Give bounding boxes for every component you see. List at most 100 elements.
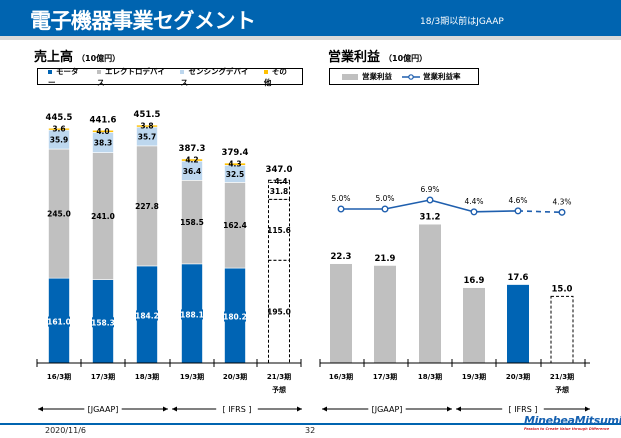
- value-label: 158.3: [91, 318, 115, 327]
- value-label: 16.9: [464, 276, 485, 286]
- value-label: 32.5: [226, 170, 245, 179]
- forecast-segment: [268, 179, 290, 184]
- value-label: 241.0: [91, 212, 115, 221]
- legend-label: その他: [263, 66, 287, 87]
- legend-swatch: [263, 69, 268, 74]
- right-chart-title: 営業利益 （10億円）: [328, 46, 427, 65]
- value-label: 227.8: [135, 202, 159, 211]
- operating-profit-bar: [374, 265, 396, 363]
- category-label: 17/3期: [373, 372, 397, 381]
- value-label: 245.0: [47, 210, 71, 219]
- legend-label: 営業利益: [362, 72, 392, 81]
- value-label: 36.4: [183, 167, 202, 176]
- arrow-right-icon: [163, 406, 168, 412]
- total-label: 441.6: [90, 115, 117, 125]
- value-label: 31.2: [420, 212, 441, 222]
- legend-item-sensing: センシングデバイス: [180, 66, 249, 88]
- total-label: 347.0: [266, 165, 293, 175]
- page-title: 電子機器事業セグメント: [30, 9, 256, 33]
- legend-item-margin: 営業利益率: [402, 71, 461, 82]
- value-label: 35.9: [50, 136, 69, 145]
- arrow-right-icon: [585, 406, 590, 412]
- value-label: 4.4: [274, 177, 287, 186]
- operating-profit-bar: [419, 224, 441, 363]
- company-logo: MinebeaMitsumi Passion to Create Value t…: [524, 414, 621, 431]
- margin-line-segment: [384, 199, 431, 210]
- margin-label: 5.0%: [375, 194, 394, 203]
- bracket-label: [JGAAP]: [372, 405, 403, 414]
- total-label: 379.4: [222, 148, 249, 158]
- margin-marker: [514, 207, 522, 215]
- bar-segment-other: [224, 162, 246, 166]
- legend-swatch: [180, 69, 185, 74]
- value-label-bg: [136, 310, 158, 321]
- value-label-bg: [92, 317, 114, 328]
- margin-label: 5.0%: [331, 194, 350, 203]
- legend-item-motor: モーター: [48, 66, 83, 88]
- margin-label: 4.4%: [464, 197, 483, 206]
- category-label: 20/3期: [223, 372, 247, 381]
- total-label: 387.3: [179, 144, 206, 154]
- left-chart-title: 売上高 （10億円）: [34, 46, 120, 65]
- legend-label: センシングデバイス: [180, 66, 249, 87]
- operating-profit-bar: [330, 263, 352, 363]
- footer-line: [0, 423, 621, 425]
- margin-line-segment: [473, 210, 519, 213]
- arrow-left-icon: [172, 406, 177, 412]
- value-label-bg: [48, 316, 70, 327]
- category-label: 18/3期: [418, 372, 442, 381]
- category-label: 16/3期: [329, 372, 353, 381]
- legend-label: モーター: [48, 66, 79, 87]
- bracket-label: [JGAAP]: [88, 405, 119, 414]
- header-bar: [0, 0, 621, 36]
- logo-tagline: Passion to Create Value through Differen…: [524, 427, 610, 431]
- bracket-label: [ IFRS ]: [509, 405, 538, 414]
- legend-item-electro: エレクトロデバイス: [97, 66, 166, 88]
- margin-marker: [558, 208, 566, 216]
- bar-segment-other: [92, 129, 114, 133]
- category-label: 16/3期: [47, 372, 71, 381]
- value-label: 158.5: [180, 218, 204, 227]
- legend-swatch: [97, 69, 102, 74]
- value-label: 3.8: [140, 122, 153, 131]
- margin-marker: [381, 205, 389, 213]
- value-label: 4.3: [228, 160, 241, 169]
- logo-text: MinebeaMitsumi: [524, 414, 621, 427]
- category-label: 21/3期: [550, 372, 574, 381]
- category-label: 18/3期: [135, 372, 159, 381]
- category-label: 20/3期: [506, 372, 530, 381]
- value-label: 188.1: [180, 310, 204, 319]
- legend-line-marker-icon: [402, 73, 420, 82]
- value-label: 4.2: [185, 156, 198, 165]
- value-label: 15.0: [552, 284, 573, 294]
- margin-label: 4.6%: [508, 196, 527, 205]
- margin-marker: [337, 205, 345, 213]
- forecast-bar: [550, 295, 574, 364]
- category-label: 17/3期: [91, 372, 115, 381]
- right-legend: 営業利益 営業利益率: [329, 68, 479, 85]
- category-sublabel: 予想: [555, 385, 569, 394]
- legend-swatch: [342, 74, 358, 80]
- arrow-left-icon: [322, 406, 327, 412]
- arrow-left-icon: [456, 406, 461, 412]
- category-label: 21/3期: [267, 372, 291, 381]
- left-title-text: 売上高: [34, 50, 74, 65]
- category-label: 19/3期: [462, 372, 486, 381]
- footer-date: 2020/11/6: [45, 426, 87, 435]
- legend-item-other: その他: [263, 66, 292, 88]
- operating-profit-bar: [463, 287, 485, 363]
- legend-label: 営業利益率: [423, 72, 461, 81]
- value-label: 180.2: [223, 313, 247, 322]
- bar-segment-other: [48, 127, 70, 131]
- bar-segment-other: [136, 124, 158, 128]
- value-label: 38.3: [94, 138, 113, 147]
- value-label: 4.0: [96, 127, 109, 136]
- bar-segment-other: [181, 158, 203, 162]
- left-legend: モーター エレクトロデバイス センシングデバイス その他: [37, 66, 303, 88]
- margin-label: 4.3%: [552, 197, 571, 206]
- value-label: 161.0: [47, 318, 71, 327]
- total-label: 445.5: [46, 113, 73, 123]
- value-label: 195.0: [267, 308, 291, 317]
- margin-line-segment: [429, 199, 475, 213]
- bracket-label: [ IFRS ]: [223, 405, 252, 414]
